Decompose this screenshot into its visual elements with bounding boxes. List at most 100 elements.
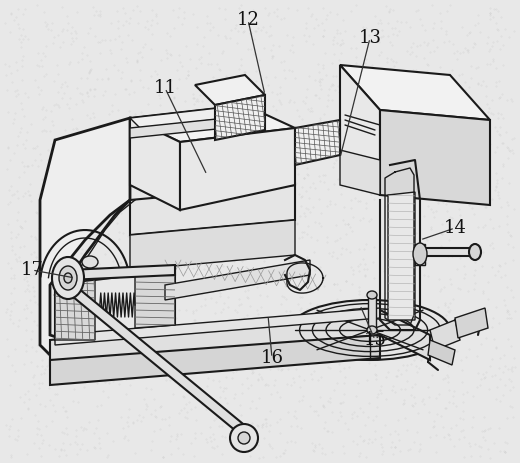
Point [479,289,487,297]
Polygon shape [428,340,455,365]
Point [269,328,278,336]
Point [440,352,448,360]
Point [386,263,394,270]
Point [9,319,17,327]
Point [426,49,435,56]
Point [400,414,409,421]
Point [488,356,496,363]
Point [312,91,320,99]
Point [315,94,323,101]
Point [321,419,329,426]
Point [429,36,437,44]
Point [494,188,502,195]
Point [448,113,456,120]
Point [97,136,105,144]
Point [332,221,341,228]
Point [441,344,449,352]
Point [129,88,138,96]
Point [63,12,71,19]
Point [380,268,388,275]
Point [278,188,287,195]
Point [391,305,399,313]
Point [57,210,65,218]
Point [443,357,451,364]
Point [303,164,311,171]
Point [38,63,46,70]
Point [441,191,449,199]
Point [147,45,155,52]
Point [493,37,501,44]
Point [137,108,146,115]
Point [443,404,451,412]
Point [164,340,173,348]
Point [106,47,114,54]
Point [86,307,95,314]
Point [459,49,467,56]
Point [432,431,440,438]
Point [142,384,150,392]
Point [95,434,103,442]
Point [510,134,518,141]
Point [204,362,212,369]
Point [469,119,477,127]
Point [342,300,350,307]
Point [24,388,32,395]
Point [63,19,72,27]
Point [237,411,245,419]
Point [332,327,341,334]
Point [226,257,235,264]
Point [42,127,50,134]
Ellipse shape [367,326,377,334]
Point [21,5,29,13]
Point [451,250,460,257]
Point [324,249,333,256]
Point [362,178,371,185]
Point [457,319,465,326]
Point [418,234,426,242]
Point [444,430,452,438]
Point [458,24,466,31]
Point [81,191,89,199]
Point [479,428,488,435]
Point [79,200,87,207]
Point [107,164,115,171]
Point [40,369,48,376]
Point [68,206,76,214]
Point [105,110,113,118]
Point [77,50,86,57]
Point [273,6,281,13]
Point [37,87,45,94]
Point [267,444,276,451]
Point [246,122,255,129]
Point [394,416,402,423]
Point [423,236,431,244]
Point [314,412,322,419]
Point [171,366,179,374]
Point [120,434,128,442]
Point [355,182,363,190]
Point [275,181,283,189]
Point [166,350,175,357]
Point [254,266,263,274]
Point [432,448,440,456]
Point [297,320,305,328]
Point [310,447,319,454]
Point [10,149,18,156]
Point [343,156,352,164]
Point [18,53,27,60]
Point [222,72,230,80]
Point [411,400,419,407]
Point [429,423,437,431]
Ellipse shape [64,273,72,283]
Point [160,193,168,200]
Point [272,263,281,270]
Point [188,338,196,345]
Point [492,78,500,86]
Point [373,79,381,86]
Point [235,295,243,302]
Point [201,262,209,269]
Point [504,311,513,318]
Point [311,218,319,225]
Point [496,123,504,131]
Point [117,45,125,53]
